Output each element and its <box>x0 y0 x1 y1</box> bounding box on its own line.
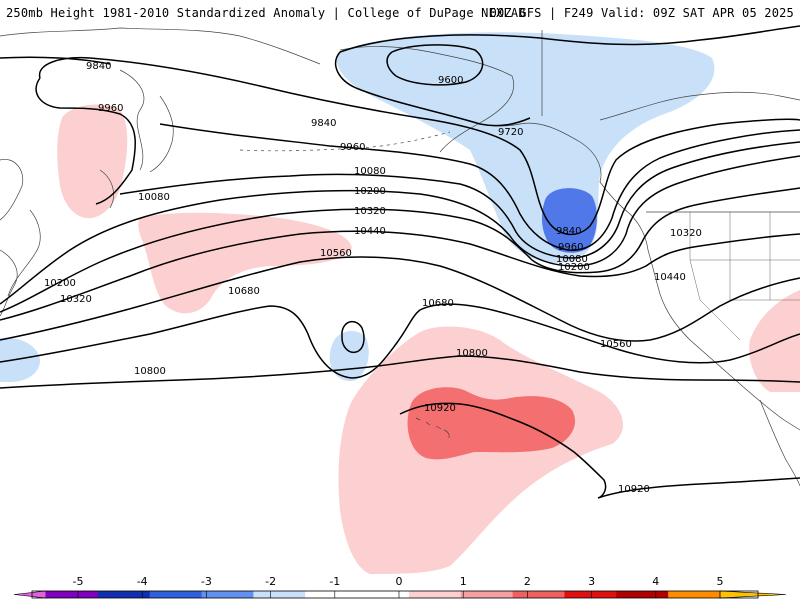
kamchatka-coastline <box>149 95 174 173</box>
map-title: 250mb Height 1981-2010 Standardized Anom… <box>6 6 526 20</box>
colorbar-swatch <box>616 591 669 598</box>
colorbar-tick-label: -4 <box>137 575 148 588</box>
asia-coastline <box>0 27 321 317</box>
contour-9720 <box>335 25 800 127</box>
colorbar-tick-label: -3 <box>201 575 212 588</box>
north-america-coastline <box>599 91 800 431</box>
baja-coastline <box>759 399 800 487</box>
contour-label-9840-west: 9840 <box>86 61 111 72</box>
negative-anomaly-west-edge <box>0 337 40 382</box>
contour-label-10080-central: 10080 <box>354 166 386 177</box>
colorbar-swatch <box>512 591 565 598</box>
contour-label-10560-east: 10560 <box>600 339 632 350</box>
contour-label-10920-hawaii: 10920 <box>424 403 456 414</box>
contour-label-10320-central: 10320 <box>354 206 386 217</box>
contour-10080 <box>119 141 800 259</box>
contour-10920 <box>399 402 800 499</box>
contour-10200 <box>0 155 800 305</box>
contour-label-10200-central: 10200 <box>354 186 386 197</box>
colorbar-tick-label: 0 <box>396 575 403 588</box>
colorbar-swatch <box>149 591 203 598</box>
contour-9600 <box>386 44 484 86</box>
colorbar-tick-label: 3 <box>588 575 595 588</box>
colorbar-swatch <box>460 591 514 598</box>
contour-label-10320-east: 10320 <box>670 228 702 239</box>
contour-label-10320-west: 10320 <box>60 294 92 305</box>
strong-positive-anomaly-subtropical <box>407 387 576 460</box>
contour-9840-a <box>0 56 800 236</box>
colorbar-ticks: -5 -4 -3 -2 -1 0 1 2 3 4 5 <box>73 575 724 598</box>
colorbar-swatch <box>253 591 306 598</box>
colorbar-tick-label: 4 <box>652 575 659 588</box>
strong-negative-anomaly-region <box>541 188 597 253</box>
contour-label-10920-east: 10920 <box>618 484 650 495</box>
contour-labels: 9600 9720 9840 9840 9840 9960 9960 9960 … <box>44 61 702 495</box>
contour-9960 <box>35 77 800 251</box>
contour-label-10200-trough: 10200 <box>558 262 590 273</box>
positive-anomaly-central <box>138 212 352 314</box>
positive-anomaly-west <box>57 104 128 219</box>
colorbar-tick-label: 1 <box>460 575 467 588</box>
colorbar-tick-label: 5 <box>717 575 724 588</box>
contour-label-9960-trough: 9960 <box>558 242 583 253</box>
colorbar-swatch <box>357 591 410 598</box>
contour-label-9720: 9720 <box>498 127 523 138</box>
state-borders <box>689 212 800 341</box>
contour-label-9960-west: 9960 <box>98 103 123 114</box>
contour-10560 <box>0 256 800 342</box>
colorbar-swatch <box>305 591 358 598</box>
colorbar-tick-label: -5 <box>73 575 84 588</box>
colorbar-frame <box>31 590 759 599</box>
positive-anomaly-east-edge <box>749 290 800 392</box>
colorbar-swatch <box>564 591 617 598</box>
contour-label-10680-west: 10680 <box>228 286 260 297</box>
contour-label-9840-trough: 9840 <box>556 226 581 237</box>
contour-10680 <box>0 303 800 379</box>
contour-10320 <box>0 187 800 313</box>
contour-label-10800-west: 10800 <box>134 366 166 377</box>
anomaly-colorbar: -5 -4 -3 -2 -1 0 1 2 3 4 5 <box>13 575 787 599</box>
contour-label-10080-west: 10080 <box>138 192 170 203</box>
negative-anomaly-region <box>336 32 715 264</box>
weather-map: 9600 9720 9840 9840 9840 9960 9960 9960 … <box>0 24 800 574</box>
colorbar-arrow-left <box>13 590 47 599</box>
height-contours <box>0 25 800 499</box>
anomaly-shading <box>0 32 800 574</box>
contour-label-9600: 9600 <box>438 75 463 86</box>
contour-10680-cutoff <box>341 320 365 354</box>
model-run-label: 00Z GFS | F249 Valid: 09Z SAT APR 05 202… <box>489 6 794 20</box>
hawaii-islands <box>415 417 450 439</box>
colorbar-swatch <box>97 591 151 598</box>
colorbar-tick-label: 2 <box>524 575 531 588</box>
colorbar-swatch <box>201 591 254 598</box>
colorbar-tick-label: -1 <box>329 575 340 588</box>
colorbar-swatch <box>46 591 99 598</box>
contour-label-9840-central: 9840 <box>311 118 336 129</box>
colorbar-arrow-right <box>719 590 787 599</box>
contour-label-10080-trough: 10080 <box>556 254 588 265</box>
colorbar-tick-label: -2 <box>265 575 276 588</box>
contour-label-10440-central: 10440 <box>354 226 386 237</box>
contour-label-10200-west: 10200 <box>44 278 76 289</box>
contour-10440 <box>0 230 800 321</box>
contour-label-10560-central: 10560 <box>320 248 352 259</box>
colorbar-swatch <box>668 591 721 598</box>
colorbar-swatch <box>408 591 462 598</box>
contour-label-9960-central: 9960 <box>340 142 365 153</box>
contour-label-10680-central: 10680 <box>422 298 454 309</box>
contour-10800 <box>0 355 800 389</box>
contour-label-10800-central: 10800 <box>456 348 488 359</box>
coastlines <box>0 27 800 487</box>
contour-label-10440-east: 10440 <box>654 272 686 283</box>
header: 250mb Height 1981-2010 Standardized Anom… <box>0 0 800 24</box>
colorbar-swatches <box>13 590 787 599</box>
